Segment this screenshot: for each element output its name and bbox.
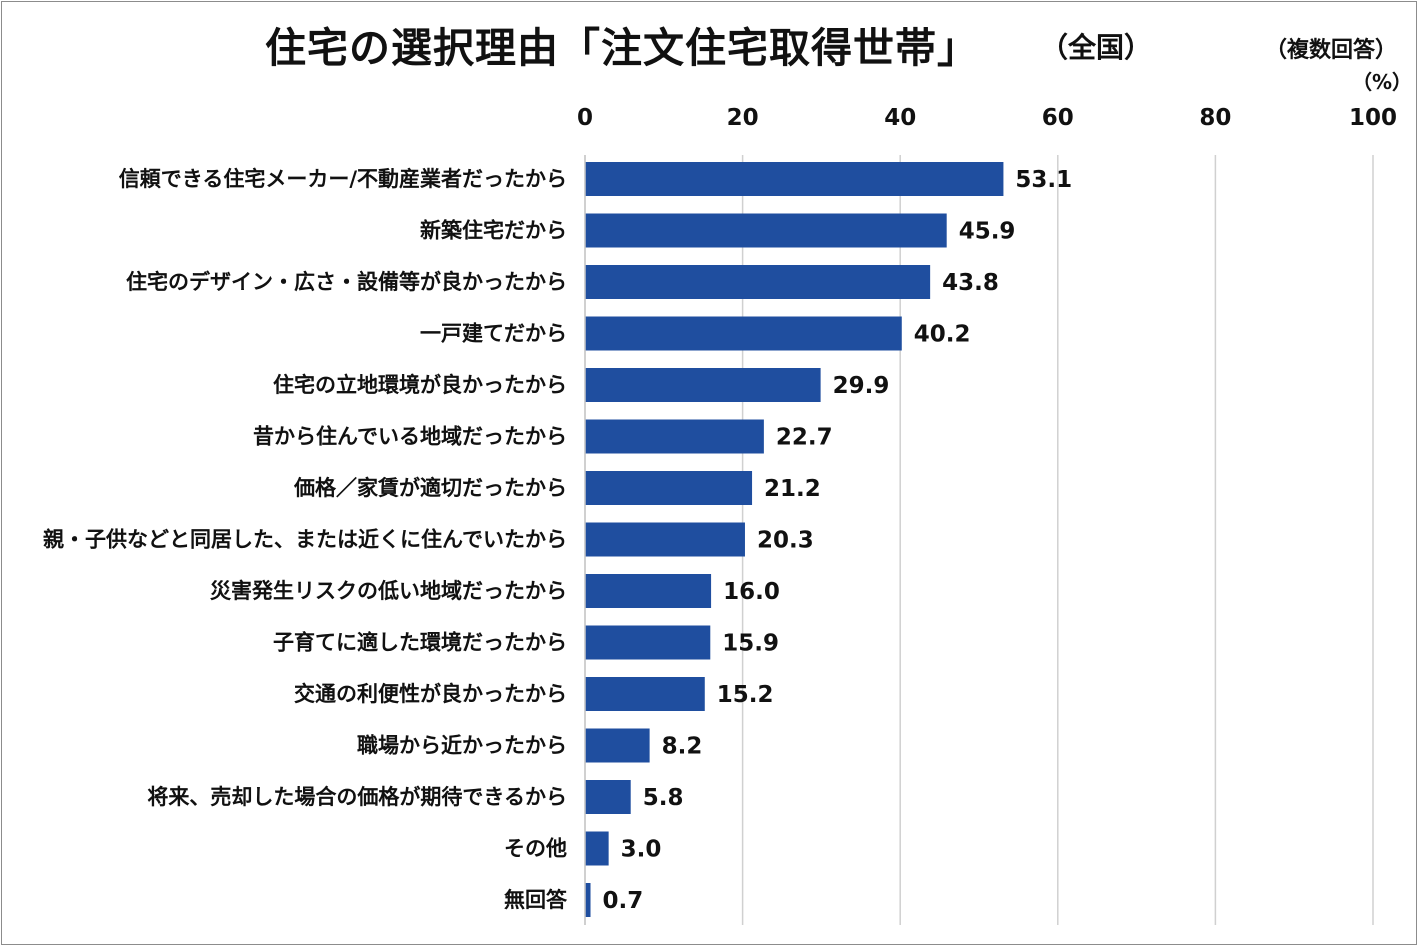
value-label: 22.7 [776,425,833,451]
answer-note: （複数回答） [1265,38,1398,63]
bar [585,419,764,454]
bar [585,162,1004,196]
x-tick-label: 0 [577,105,593,131]
value-label: 15.2 [717,682,774,708]
bar [585,625,711,660]
x-tick-label: 60 [1042,105,1074,131]
bar [585,831,609,866]
bar [585,728,650,763]
category-label: 一戸建てだから [420,322,567,346]
unit-label: （%） [1352,70,1413,94]
value-label: 21.2 [764,476,821,502]
category-label: 職場から近かったから [357,734,567,758]
bar [585,780,631,814]
bar [585,677,705,711]
value-label: 8.2 [662,734,703,760]
bar [585,368,821,402]
category-label: 価格／家賃が適切だったから [293,476,567,500]
bar [585,265,931,299]
chart-scope: （全国） [1040,31,1153,64]
category-label: 新築住宅だから [420,219,567,243]
chart-title: 住宅の選択理由「注文住宅取得世帯」 [265,24,979,72]
value-label: 29.9 [833,373,890,399]
value-label: 20.3 [757,528,814,554]
category-label: 交通の利便性が良かったから [294,682,567,706]
value-label: 16.0 [723,579,780,605]
category-label: 親・子供などと同居した、または近くに住んでいたから [43,528,567,552]
category-label: 住宅のデザイン・広さ・設備等が良かったから [126,270,567,294]
category-label: 災害発生リスクの低い地域だったから [210,579,567,603]
value-label: 15.9 [722,631,779,657]
value-label: 3.0 [621,837,662,863]
x-tick-label: 40 [884,105,916,131]
x-tick-label: 80 [1199,105,1231,131]
category-label: 将来、売却した場合の価格が期待できるから [147,785,567,809]
bar [585,522,745,557]
value-label: 0.7 [603,888,644,914]
bar [585,471,753,505]
value-label: 40.2 [914,322,971,348]
bar [585,316,902,351]
bar [585,213,947,248]
category-label: 住宅の立地環境が良かったから [273,373,567,397]
value-label: 45.9 [959,219,1016,245]
value-label: 5.8 [643,785,684,811]
category-label: 無回答 [504,888,568,912]
value-label: 53.1 [1015,167,1072,193]
value-label: 43.8 [942,270,999,296]
category-label: 昔から住んでいる地域だったから [253,425,567,449]
x-tick-label: 20 [727,105,759,131]
category-label: 子育てに適した環境だったから [273,631,567,655]
bar [585,883,591,917]
bar [585,574,712,608]
category-label: その他 [504,837,567,861]
category-label: 信頼できる住宅メーカー/不動産業者だったから [119,167,567,191]
x-tick-label: 100 [1349,105,1397,131]
